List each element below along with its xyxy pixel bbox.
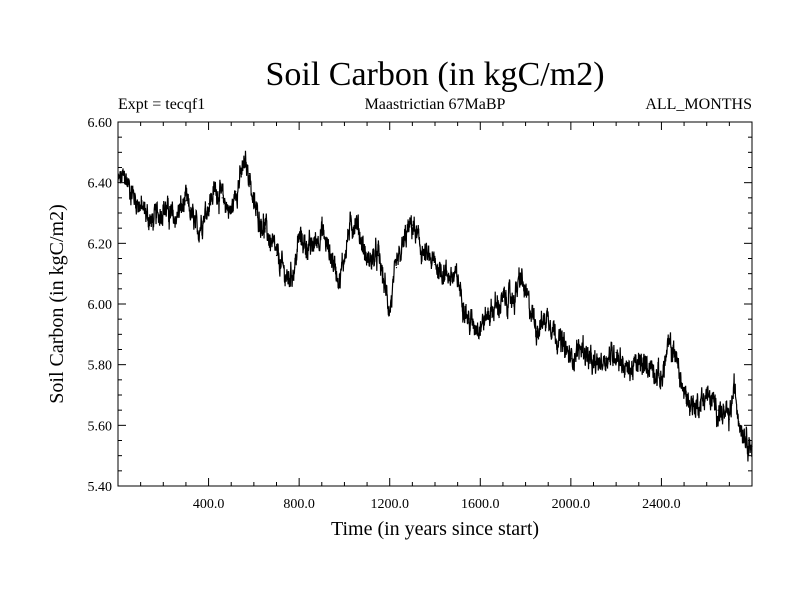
data-point bbox=[389, 309, 391, 311]
data-point bbox=[558, 339, 561, 341]
data-point bbox=[248, 172, 250, 175]
data-point bbox=[457, 279, 459, 281]
y-tick-label: 6.40 bbox=[88, 177, 113, 192]
data-point bbox=[309, 248, 312, 250]
data-point bbox=[445, 273, 447, 275]
data-point bbox=[124, 176, 126, 178]
data-point bbox=[366, 260, 368, 263]
data-point bbox=[377, 254, 379, 257]
data-point bbox=[733, 388, 735, 390]
y-tick-label: 6.60 bbox=[88, 116, 113, 131]
x-axis-label: Time (in years since start) bbox=[331, 518, 539, 540]
data-point bbox=[717, 409, 719, 411]
data-point bbox=[513, 297, 515, 299]
data-point bbox=[339, 279, 341, 281]
y-tick-label: 5.40 bbox=[88, 480, 113, 495]
data-point bbox=[355, 218, 357, 220]
data-point bbox=[728, 418, 730, 420]
data-point bbox=[207, 203, 210, 205]
data-point bbox=[740, 424, 742, 426]
data-point bbox=[162, 206, 164, 208]
data-point bbox=[491, 309, 493, 311]
x-tick-label: 2400.0 bbox=[642, 497, 681, 512]
x-tick-label: 800.0 bbox=[283, 497, 315, 512]
data-point bbox=[321, 230, 323, 232]
data-point bbox=[151, 221, 153, 223]
chart-title: Soil Carbon (in kgC/m2) bbox=[265, 56, 604, 93]
data-point bbox=[140, 206, 142, 208]
series-line bbox=[117, 150, 753, 462]
x-tick-label: 2000.0 bbox=[552, 497, 591, 512]
y-tick-label: 5.80 bbox=[88, 359, 113, 374]
data-point bbox=[185, 200, 187, 202]
data-point bbox=[626, 370, 629, 372]
data-point bbox=[287, 279, 289, 281]
data-point bbox=[581, 345, 583, 348]
x-tick-label: 1600.0 bbox=[461, 497, 500, 512]
data-point bbox=[520, 276, 522, 278]
data-point bbox=[407, 230, 409, 232]
data-point bbox=[214, 188, 216, 190]
data-point bbox=[332, 260, 334, 263]
data-point bbox=[434, 263, 436, 266]
data-point bbox=[235, 191, 237, 193]
data-point bbox=[196, 230, 198, 232]
data-point bbox=[468, 321, 470, 323]
data-point bbox=[694, 406, 696, 408]
data-point bbox=[570, 358, 572, 360]
data-point bbox=[479, 324, 481, 326]
data-point bbox=[264, 227, 266, 229]
y-tick-label: 5.60 bbox=[88, 419, 113, 434]
data-point bbox=[604, 358, 606, 360]
data-point bbox=[411, 224, 413, 226]
plot-frame bbox=[117, 121, 753, 487]
ticks-group: 400.0 800.0 1200.0 1600.0 2000.0 2400.0 5.40 5.… bbox=[88, 116, 752, 512]
data-point bbox=[547, 315, 549, 317]
data-point bbox=[294, 267, 296, 269]
data-point bbox=[649, 364, 651, 366]
data-point bbox=[706, 394, 708, 396]
data-point bbox=[683, 394, 685, 396]
data-point bbox=[674, 351, 676, 354]
data-point bbox=[667, 345, 669, 348]
data-point bbox=[592, 367, 595, 369]
y-tick-label: 6.00 bbox=[88, 298, 113, 313]
data-point bbox=[275, 254, 278, 257]
data-point bbox=[253, 206, 255, 208]
data-point bbox=[221, 197, 223, 199]
data-point bbox=[660, 379, 663, 381]
data-point bbox=[423, 254, 425, 257]
x-tick-label: 1200.0 bbox=[370, 497, 409, 512]
data-point bbox=[502, 300, 504, 302]
series-group bbox=[117, 150, 753, 462]
data-point bbox=[348, 230, 350, 232]
data-point bbox=[244, 163, 246, 166]
chart-subtitle: Maastrictian 67MaBP bbox=[365, 96, 506, 113]
data-point bbox=[130, 191, 133, 193]
data-point bbox=[638, 364, 640, 366]
data-point bbox=[615, 351, 617, 354]
y-axis-label: Soil Carbon (in kgC/m2) bbox=[46, 204, 68, 403]
y-tick-label: 6.20 bbox=[88, 237, 113, 252]
data-point bbox=[230, 212, 232, 214]
data-point bbox=[524, 294, 527, 296]
data-point bbox=[536, 327, 538, 329]
months-label: ALL_MONTHS bbox=[645, 96, 752, 113]
experiment-label: Expt = tecqf1 bbox=[118, 96, 205, 113]
data-point bbox=[298, 236, 300, 238]
data-point bbox=[174, 218, 176, 220]
data-point bbox=[395, 267, 398, 269]
x-tick-label: 400.0 bbox=[193, 497, 225, 512]
